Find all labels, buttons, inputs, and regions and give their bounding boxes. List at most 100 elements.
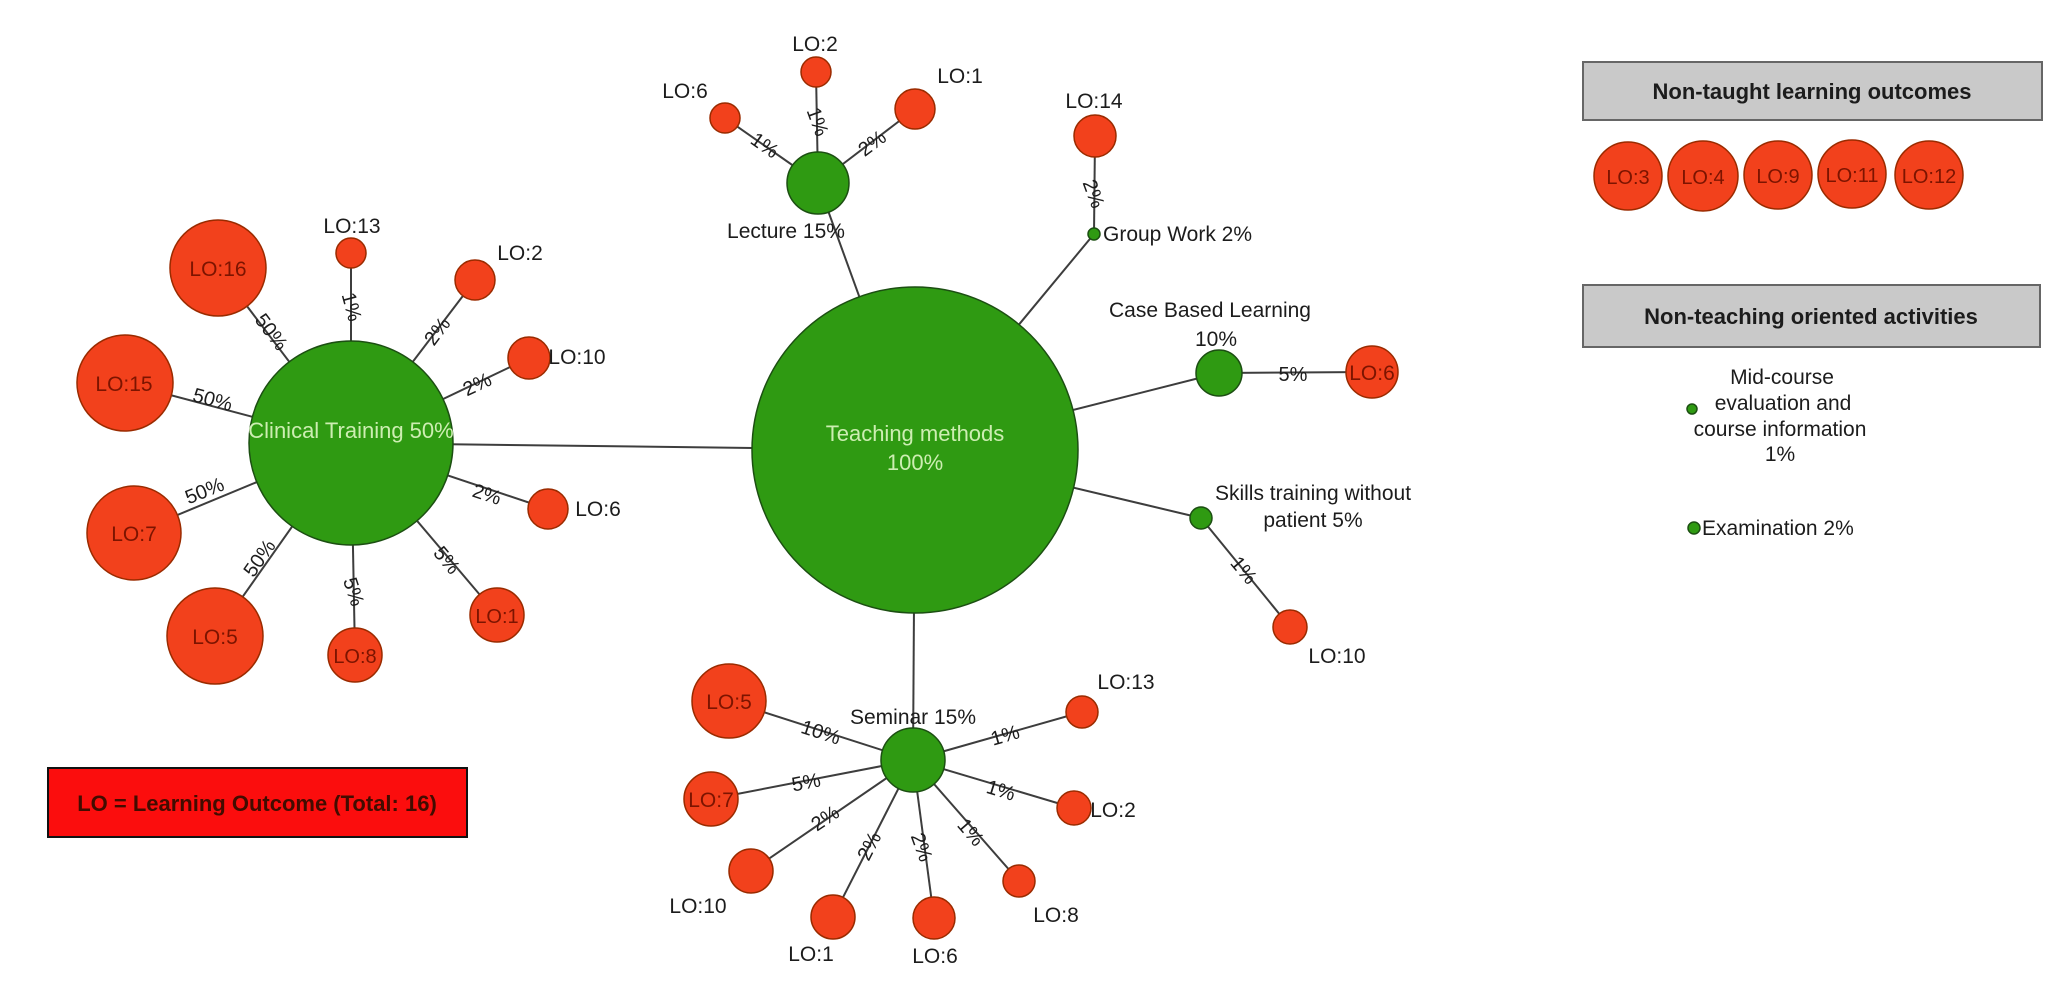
seminar-lo13-pct: 1% [988,721,1022,750]
node-clinical-lo8 [327,627,383,683]
node-nontaught-lo4 [1667,140,1739,212]
clinical-lo13-label: LO:13 [323,215,380,238]
cbl-lo6-pct: 5% [1279,364,1308,386]
seminar-lo1-label: LO:1 [788,943,834,966]
clinical-lo1-label: LO:1 [475,606,518,628]
nontaught-lo3-label: LO:3 [1606,167,1649,189]
node-examination-dot [1687,521,1701,535]
clinical-lo1-pct: 5% [429,543,465,579]
node-clinical-training [248,340,454,546]
skills-label-line1: Skills training without [1215,482,1411,505]
node-seminar-lo2 [1056,790,1092,826]
node-seminar-lo13 [1065,695,1099,729]
lecture-lo6-pct: 1% [746,129,782,164]
node-lecture-lo2 [800,56,832,88]
lecture-cluster-labels: LO:6 1% LO:2 1% LO:1 2% [662,33,983,163]
non-taught-header [1582,61,2043,121]
node-seminar-lo10 [728,848,774,894]
seminar-lo10-pct: 2% [807,802,843,837]
midcourse-line1: Mid-course [1730,366,1834,389]
seminar-lo6-label: LO:6 [912,945,958,968]
node-labels: Teaching methods 100% Clinical Training … [248,220,1411,729]
midcourse-line3: course information [1694,418,1867,441]
clinical-lo8-label: LO:8 [333,646,376,668]
seminar-lo6-pct: 2% [906,830,937,865]
examination-label: Examination 2% [1702,517,1854,540]
seminar-lo7-label: LO:7 [688,789,734,812]
clinical-lo5-label: LO:5 [192,626,238,649]
node-lecture [786,151,850,215]
node-seminar-lo5 [691,663,767,739]
node-lecture-lo1 [894,88,936,130]
skills-label-line2: patient 5% [1263,509,1362,532]
node-cbl-lo6 [1345,345,1399,399]
legend-box [47,767,468,838]
midcourse-pct: 1% [1765,443,1795,466]
non-taught-panel: Non-taught learning outcomes LO:3 LO:4 L… [1582,61,2043,212]
nodes [76,56,1399,940]
clinical-lo16-pct: 50% [250,310,292,355]
clinical-lo6-label: LO:6 [575,498,621,521]
node-clinical-lo15 [76,334,174,432]
clinical-lo15-pct: 50% [190,384,235,416]
node-skills-lo10 [1272,609,1308,645]
clinical-lo8-pct: 5% [338,575,368,609]
node-seminar-lo1 [810,894,856,940]
clinical-lo10-label: LO:10 [548,346,605,369]
skills-lo10-label: LO:10 [1308,645,1365,668]
lecture-lo2-label: LO:2 [792,33,838,56]
seminar-label: Seminar 15% [850,706,976,729]
non-teaching-title: Non-teaching oriented activities [1644,304,1978,329]
seminar-lo5-pct: 10% [798,716,843,749]
node-clinical-lo2 [454,259,496,301]
node-seminar-lo6 [912,896,956,940]
node-seminar [880,727,946,793]
node-clinical-lo1 [469,587,525,643]
node-case-based-learning [1195,349,1243,397]
seminar-lo7-pct: 5% [790,769,823,796]
clinical-lo16-label: LO:16 [189,258,246,281]
nontaught-lo4-label: LO:4 [1681,167,1724,189]
node-seminar-lo7 [683,771,739,827]
legend: LO = Learning Outcome (Total: 16) [47,767,468,838]
seminar-lo2-pct: 1% [984,776,1018,806]
clinical-lo15-label: LO:15 [95,373,152,396]
node-clinical-lo5 [166,587,264,685]
non-taught-title: Non-taught learning outcomes [1653,79,1972,104]
node-nontaught-lo3 [1593,141,1663,211]
node-clinical-lo13 [335,237,367,269]
node-nontaught-lo11 [1817,139,1887,209]
lecture-label: Lecture 15% [727,220,845,243]
clinical-lo13-pct: 1% [337,290,366,324]
node-teaching-methods [751,286,1079,614]
seminar-lo10-label: LO:10 [669,895,726,918]
seminar-lo8-pct: 1% [952,815,988,851]
clinical-training-label: Clinical Training 50% [248,418,453,443]
lecture-lo6-label: LO:6 [662,80,708,103]
seminar-lo5-label: LO:5 [706,691,752,714]
clinical-lo6-pct: 2% [470,480,504,510]
node-clinical-lo6 [527,488,569,530]
clinical-lo5-pct: 50% [240,536,281,582]
clinical-lo7-label: LO:7 [111,523,157,546]
seminar-lo1-pct: 2% [854,828,887,864]
node-nontaught-lo9 [1743,140,1813,210]
node-groupwork-lo14 [1073,114,1117,158]
seminar-lo8-label: LO:8 [1033,904,1079,927]
group-work-label: Group Work 2% [1103,223,1252,246]
legend-text: LO = Learning Outcome (Total: 16) [77,791,437,816]
node-group-work-dot [1087,227,1101,241]
node-clinical-lo16 [169,219,267,317]
midcourse-line2: evaluation and [1715,392,1852,415]
cbl-label-line1: Case Based Learning [1109,299,1311,322]
clinical-lo2-label: LO:2 [497,242,543,265]
lecture-lo1-label: LO:1 [937,65,983,88]
teaching-methods-pct: 100% [887,450,943,475]
node-midcourse-dot [1686,403,1698,415]
node-nontaught-lo12 [1894,140,1964,210]
node-lecture-lo6 [709,102,741,134]
nontaught-lo12-label: LO:12 [1902,166,1956,188]
edge-seminar-lo7 [710,759,914,800]
